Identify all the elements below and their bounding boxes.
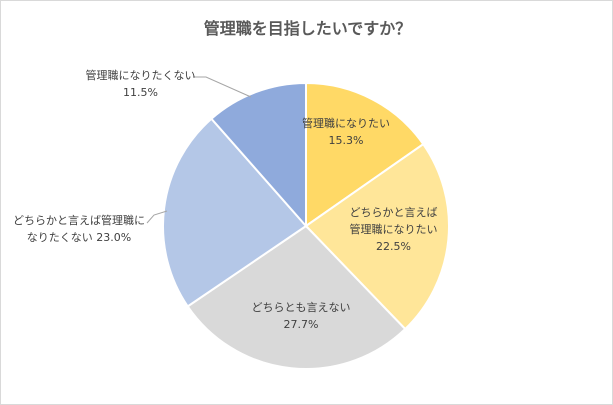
- value-label: 23.0%: [96, 231, 132, 244]
- category-label: どちらかと言えば管理職になりたい: [349, 206, 438, 236]
- category-label: どちらかと言えば管理職になりたくない: [13, 214, 145, 244]
- data-label: 管理職になりたい 15.3%: [301, 115, 391, 149]
- value-label: 22.5%: [376, 240, 411, 253]
- pie-slice: [210, 81, 307, 229]
- pie-slice: [162, 117, 308, 308]
- category-label: 管理職になりたくない: [85, 69, 196, 82]
- value-label: 11.5%: [123, 86, 158, 99]
- value-label: 15.3%: [328, 134, 364, 147]
- chart-title: 管理職を目指したいですか？: [203, 19, 412, 38]
- value-label: 27.7%: [283, 318, 319, 331]
- data-label: どちらかと言えば管理職になりたい 22.5%: [346, 204, 441, 255]
- category-label: 管理職になりたい: [302, 117, 390, 130]
- data-label: どちらとも言えない 27.7%: [241, 299, 361, 333]
- leader-line: [193, 76, 252, 98]
- pie-slice: [305, 81, 425, 228]
- category-label: どちらとも言えない: [251, 301, 351, 314]
- leader-line: [146, 210, 168, 224]
- pie-slice: [304, 142, 450, 331]
- data-label: どちらかと言えば管理職になりたくない 23.0%: [9, 212, 149, 246]
- pie-slice: [186, 224, 407, 370]
- data-label: 管理職になりたくない 11.5%: [83, 67, 198, 101]
